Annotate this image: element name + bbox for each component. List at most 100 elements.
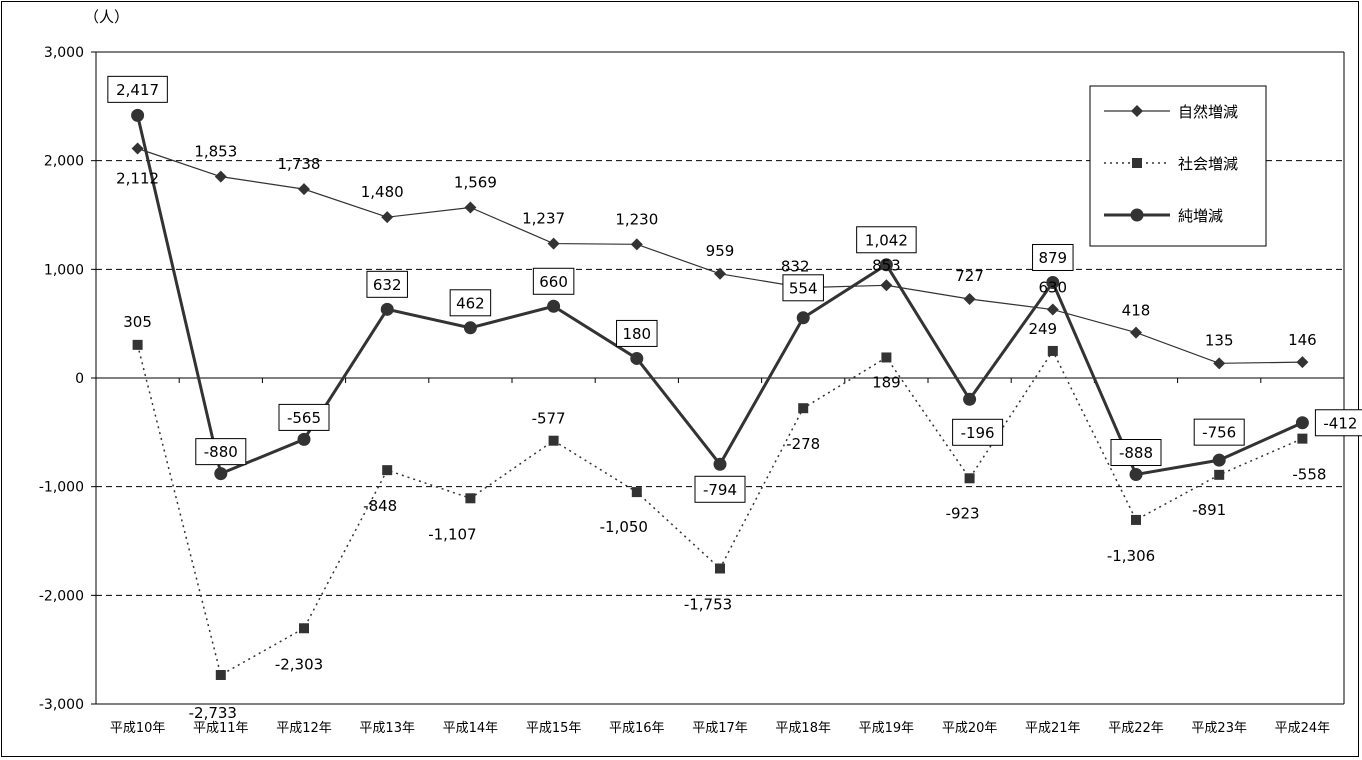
- x-tick-label: 平成18年: [775, 721, 831, 736]
- series-marker-social: [132, 339, 143, 350]
- y-axis-unit-label: （人）: [84, 8, 129, 26]
- series-marker-net: [1046, 275, 1060, 289]
- series-marker-social: [548, 435, 559, 446]
- data-label-net: 660: [539, 273, 568, 291]
- series-marker-natural: [381, 211, 394, 224]
- series-marker-net: [796, 311, 810, 325]
- series-marker-net: [1129, 467, 1143, 481]
- data-label-net: 879: [1038, 249, 1067, 267]
- data-label-social: -848: [363, 497, 397, 515]
- data-label-net: -756: [1202, 424, 1236, 442]
- data-label-net: 462: [456, 294, 485, 312]
- series-marker-social: [299, 623, 309, 634]
- series-marker-net: [1212, 453, 1226, 467]
- x-tick-label: 平成22年: [1108, 721, 1164, 736]
- x-tick-label: 平成16年: [609, 721, 665, 736]
- data-label-net: -888: [1119, 444, 1153, 462]
- data-label-social: -558: [1292, 466, 1326, 484]
- data-label-box-net: [1193, 418, 1245, 446]
- data-label-box-net: [278, 403, 330, 431]
- series-marker-social: [1047, 345, 1058, 356]
- data-label-box-net: [107, 75, 168, 103]
- series-marker-natural: [1046, 303, 1059, 316]
- y-tick-label: -2,000: [39, 588, 84, 604]
- data-label-social: 249: [1028, 320, 1057, 338]
- x-tick-label: 平成12年: [276, 721, 332, 736]
- series-marker-natural: [464, 201, 477, 214]
- series-marker-social: [881, 352, 892, 363]
- data-label-net: -565: [287, 409, 321, 427]
- x-tick-label: 平成20年: [942, 721, 998, 736]
- series-marker-net: [713, 457, 727, 471]
- data-label-natural: 135: [1205, 331, 1234, 349]
- data-label-box-net: [782, 274, 824, 302]
- data-label-natural: 1,230: [615, 210, 658, 228]
- legend-label-social: 社会増減: [1178, 155, 1238, 173]
- data-label-social: -278: [786, 435, 820, 453]
- data-label-social: 305: [123, 313, 152, 331]
- series-marker-social: [715, 563, 725, 574]
- data-label-natural: 727: [955, 267, 984, 285]
- data-label-net: 1,042: [865, 231, 908, 249]
- data-label-social: -577: [532, 410, 566, 428]
- series-marker-natural: [547, 237, 560, 250]
- series-marker-net: [214, 467, 228, 481]
- legend-marker-natural: [1131, 105, 1143, 117]
- data-label-social: 189: [872, 373, 901, 391]
- data-label-box-net: [856, 226, 917, 254]
- series-marker-social: [631, 487, 642, 498]
- data-label-box-net: [1314, 409, 1362, 437]
- data-label-natural: 146: [1288, 331, 1317, 349]
- series-marker-net: [630, 351, 644, 365]
- series-marker-social: [382, 465, 393, 476]
- data-label-box-net: [366, 270, 408, 298]
- y-tick-label: -3,000: [39, 697, 84, 713]
- data-label-box-net: [952, 418, 1004, 446]
- data-label-box-net: [1110, 438, 1162, 466]
- data-label-net: 632: [373, 276, 402, 294]
- data-label-net: -412: [1323, 414, 1357, 432]
- data-label-box-net: [195, 438, 247, 466]
- series-marker-natural: [963, 292, 976, 305]
- data-label-natural: 1,853: [194, 143, 237, 161]
- series-marker-natural: [714, 267, 726, 280]
- data-label-net: -880: [204, 443, 238, 461]
- data-label-social: -1,107: [428, 525, 476, 543]
- series-marker-net: [879, 258, 893, 272]
- data-label-social: -2,733: [189, 704, 237, 722]
- data-label-social: -891: [1192, 501, 1226, 519]
- data-label-net: 2,417: [116, 81, 159, 99]
- data-label-natural: 1,569: [454, 174, 497, 192]
- data-label-net: -196: [961, 424, 995, 442]
- data-label-natural: 853: [872, 256, 901, 274]
- series-marker-natural: [214, 170, 227, 183]
- data-label-box-net: [449, 289, 492, 317]
- series-marker-natural: [880, 279, 893, 292]
- series-marker-net: [380, 302, 394, 316]
- series-marker-net: [297, 432, 311, 446]
- data-label-natural: 1,738: [278, 155, 321, 173]
- series-marker-net: [963, 392, 977, 406]
- x-tick-label: 平成24年: [1275, 721, 1331, 736]
- data-label-natural: 1,237: [522, 210, 565, 228]
- series-marker-social: [465, 493, 476, 504]
- x-tick-label: 平成10年: [110, 721, 166, 736]
- data-label-box-net: [532, 267, 575, 295]
- x-tick-label: 平成15年: [526, 721, 582, 736]
- legend-box: [1089, 85, 1267, 247]
- x-tick-label: 平成17年: [692, 721, 748, 736]
- data-label-net: 554: [789, 279, 818, 297]
- series-marker-social: [798, 403, 809, 414]
- series-marker-social: [1297, 433, 1308, 444]
- series-marker-natural: [630, 238, 643, 251]
- data-label-social: -1,753: [684, 595, 732, 613]
- data-label-box-net: [1032, 243, 1074, 271]
- data-label-social: -1,050: [600, 518, 648, 536]
- data-label-natural: 630: [1038, 279, 1067, 297]
- series-marker-net: [1295, 416, 1309, 430]
- legend-label-net: 純増減: [1178, 207, 1223, 225]
- y-tick-label: 0: [75, 371, 84, 387]
- data-label-box-net: [616, 319, 658, 347]
- series-marker-social: [1131, 514, 1141, 525]
